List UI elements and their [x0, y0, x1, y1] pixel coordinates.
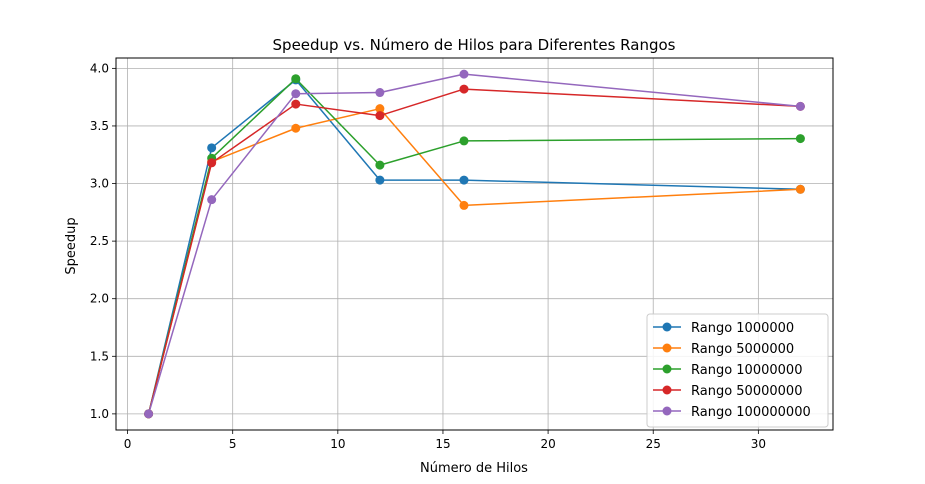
data-point — [459, 69, 469, 79]
plot-frame — [115, 57, 834, 431]
data-point — [459, 200, 469, 210]
legend-label: Rango 50000000 — [691, 384, 802, 399]
x-tick-label: 15 — [435, 437, 450, 451]
series-line — [147, 88, 801, 415]
axis-ticks: 0 5 10 15 20 25 30 1.0 1.5 2.0 2.5 3.0 3.5 4.0 — [90, 61, 766, 451]
legend-marker — [662, 322, 672, 332]
legend-label: Rango 5000000 — [691, 342, 794, 357]
y-tick-label: 2.5 — [90, 234, 109, 248]
series-line — [147, 73, 801, 415]
x-tick-label: 30 — [751, 437, 766, 451]
data-point — [459, 175, 469, 185]
legend-label: Rango 1000000 — [691, 321, 794, 336]
x-tick-label: 25 — [646, 437, 661, 451]
x-tick-label: 10 — [330, 437, 345, 451]
chart-title: Speedup vs. Número de Hilos para Diferen… — [273, 36, 676, 54]
data-point — [795, 101, 805, 111]
data-point — [207, 143, 217, 153]
data-point — [375, 104, 385, 114]
y-tick-label: 3.5 — [90, 119, 109, 133]
legend-label: Rango 100000000 — [691, 405, 811, 420]
data-point — [375, 160, 385, 170]
data-point — [144, 409, 154, 419]
legend-item: Rango 5000000 — [653, 342, 794, 357]
legend-label: Rango 10000000 — [691, 363, 802, 378]
legend-item: Rango 1000000 — [653, 321, 794, 336]
y-tick-label: 2.0 — [90, 292, 109, 306]
legend: Rango 1000000 Rango 5000000 Rango 10000000… — [646, 313, 829, 428]
data-point — [291, 99, 301, 109]
data-point — [375, 111, 385, 121]
legend-marker — [662, 343, 672, 353]
legend-marker — [662, 364, 672, 374]
series-layer — [144, 69, 805, 419]
y-tick-label: 4.0 — [90, 61, 109, 75]
x-tick-label: 20 — [540, 437, 555, 451]
data-point — [459, 136, 469, 146]
legend-item: Rango 100000000 — [653, 405, 811, 420]
grid-lines — [116, 58, 833, 430]
data-point — [207, 195, 217, 205]
data-point — [291, 89, 301, 99]
x-axis-label: Número de Hilos — [420, 461, 528, 476]
data-point — [291, 74, 301, 84]
data-point — [459, 84, 469, 94]
series-line — [147, 77, 801, 415]
legend-marker — [662, 385, 672, 395]
series-line — [147, 79, 801, 415]
data-point — [375, 175, 385, 185]
legend-item: Rango 10000000 — [653, 363, 802, 378]
data-point — [207, 158, 217, 168]
data-point — [795, 184, 805, 194]
data-point — [795, 134, 805, 144]
legend-item: Rango 50000000 — [653, 384, 802, 399]
legend-marker — [662, 406, 672, 416]
y-tick-label: 1.0 — [90, 407, 109, 421]
legend-box — [646, 313, 829, 428]
data-point — [375, 88, 385, 98]
y-axis-label: Speedup — [64, 217, 79, 274]
y-tick-label: 1.5 — [90, 349, 109, 363]
y-tick-label: 3.0 — [90, 177, 109, 191]
data-point — [291, 123, 301, 133]
x-tick-label: 5 — [229, 437, 237, 451]
series-5 — [144, 69, 805, 419]
x-tick-label: 0 — [124, 437, 132, 451]
